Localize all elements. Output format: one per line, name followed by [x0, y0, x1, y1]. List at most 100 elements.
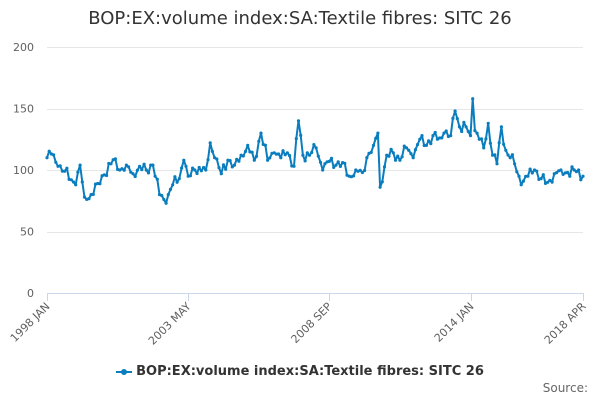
data-point[interactable] [517, 174, 521, 178]
data-point[interactable] [206, 158, 210, 162]
data-point[interactable] [243, 149, 248, 153]
data-point[interactable] [164, 201, 168, 205]
data-point[interactable] [424, 143, 428, 147]
data-point[interactable] [195, 171, 199, 176]
data-point[interactable] [329, 156, 334, 160]
data-point[interactable] [409, 152, 413, 156]
data-point[interactable] [577, 168, 581, 172]
data-point[interactable] [431, 134, 435, 138]
data-point[interactable] [74, 183, 78, 187]
data-point[interactable] [462, 120, 466, 124]
data-point[interactable] [254, 154, 259, 158]
data-point[interactable] [343, 161, 347, 165]
data-point[interactable] [199, 169, 203, 173]
data-point[interactable] [166, 193, 170, 197]
data-point[interactable] [76, 170, 80, 174]
data-point[interactable] [570, 165, 574, 169]
data-point[interactable] [451, 116, 455, 120]
data-point[interactable] [473, 129, 477, 133]
data-point[interactable] [440, 136, 444, 140]
data-point[interactable] [508, 156, 512, 160]
data-point[interactable] [416, 142, 420, 147]
data-point[interactable] [296, 119, 301, 123]
data-point[interactable] [146, 171, 151, 175]
data-point[interactable] [457, 125, 462, 129]
data-point[interactable] [332, 165, 336, 169]
data-point[interactable] [358, 168, 362, 172]
data-point[interactable] [444, 129, 448, 133]
data-point[interactable] [393, 158, 398, 162]
data-point[interactable] [371, 143, 376, 147]
data-point[interactable] [259, 131, 263, 135]
data-point[interactable] [442, 131, 446, 135]
data-point[interactable] [519, 183, 523, 187]
data-point[interactable] [292, 164, 296, 168]
data-point[interactable] [252, 158, 256, 162]
data-point[interactable] [433, 130, 437, 135]
data-point[interactable] [58, 164, 62, 168]
data-point[interactable] [299, 133, 303, 137]
data-point[interactable] [52, 153, 56, 157]
data-point[interactable] [133, 174, 137, 179]
data-point[interactable] [429, 142, 433, 146]
data-point[interactable] [153, 174, 157, 178]
data-point[interactable] [149, 163, 153, 167]
data-point[interactable] [404, 146, 409, 150]
data-point[interactable] [155, 177, 159, 181]
data-point[interactable] [63, 169, 67, 173]
data-point[interactable] [400, 155, 404, 159]
data-point[interactable] [80, 180, 84, 184]
data-point[interactable] [294, 137, 298, 141]
data-point[interactable] [285, 151, 289, 155]
data-point[interactable] [510, 153, 514, 157]
data-point[interactable] [579, 178, 583, 182]
data-point[interactable] [418, 137, 422, 141]
data-point[interactable] [173, 175, 177, 179]
data-point[interactable] [250, 150, 254, 154]
data-point[interactable] [283, 153, 287, 157]
data-point[interactable] [135, 168, 139, 172]
data-point[interactable] [497, 141, 501, 145]
data-point[interactable] [303, 159, 307, 163]
data-point[interactable] [263, 143, 267, 147]
data-point[interactable] [69, 178, 73, 182]
data-point[interactable] [307, 153, 312, 157]
data-point[interactable] [336, 160, 340, 164]
data-point[interactable] [380, 180, 384, 184]
data-point[interactable] [122, 168, 126, 172]
data-point[interactable] [127, 165, 131, 169]
data-point[interactable] [535, 169, 539, 173]
data-point[interactable] [486, 121, 490, 125]
data-point[interactable] [314, 146, 318, 150]
data-point[interactable] [574, 170, 579, 174]
data-point[interactable] [224, 167, 228, 171]
data-point[interactable] [219, 172, 223, 176]
data-point[interactable] [210, 149, 214, 153]
data-point[interactable] [82, 195, 87, 199]
data-point[interactable] [484, 137, 488, 141]
data-point[interactable] [327, 159, 331, 163]
data-point[interactable] [54, 160, 58, 164]
data-point[interactable] [554, 171, 559, 175]
data-point[interactable] [506, 153, 510, 157]
data-point[interactable] [221, 163, 226, 167]
data-point[interactable] [202, 165, 206, 170]
data-point[interactable] [546, 180, 550, 184]
data-point[interactable] [78, 163, 82, 167]
data-point[interactable] [363, 168, 367, 173]
data-point[interactable] [124, 163, 128, 167]
data-point[interactable] [566, 170, 570, 175]
data-point[interactable] [215, 157, 219, 161]
data-point[interactable] [305, 151, 309, 155]
data-point[interactable] [398, 158, 402, 162]
data-point[interactable] [184, 164, 188, 168]
data-point[interactable] [268, 156, 272, 160]
legend[interactable]: BOP:EX:volume index:SA:Textile fibres: S… [0, 364, 600, 379]
data-point[interactable] [521, 179, 526, 183]
data-point[interactable] [279, 156, 283, 160]
data-point[interactable] [539, 177, 543, 181]
data-point[interactable] [228, 159, 232, 163]
data-point[interactable] [411, 156, 415, 160]
data-point[interactable] [541, 173, 545, 177]
data-point[interactable] [288, 154, 292, 158]
